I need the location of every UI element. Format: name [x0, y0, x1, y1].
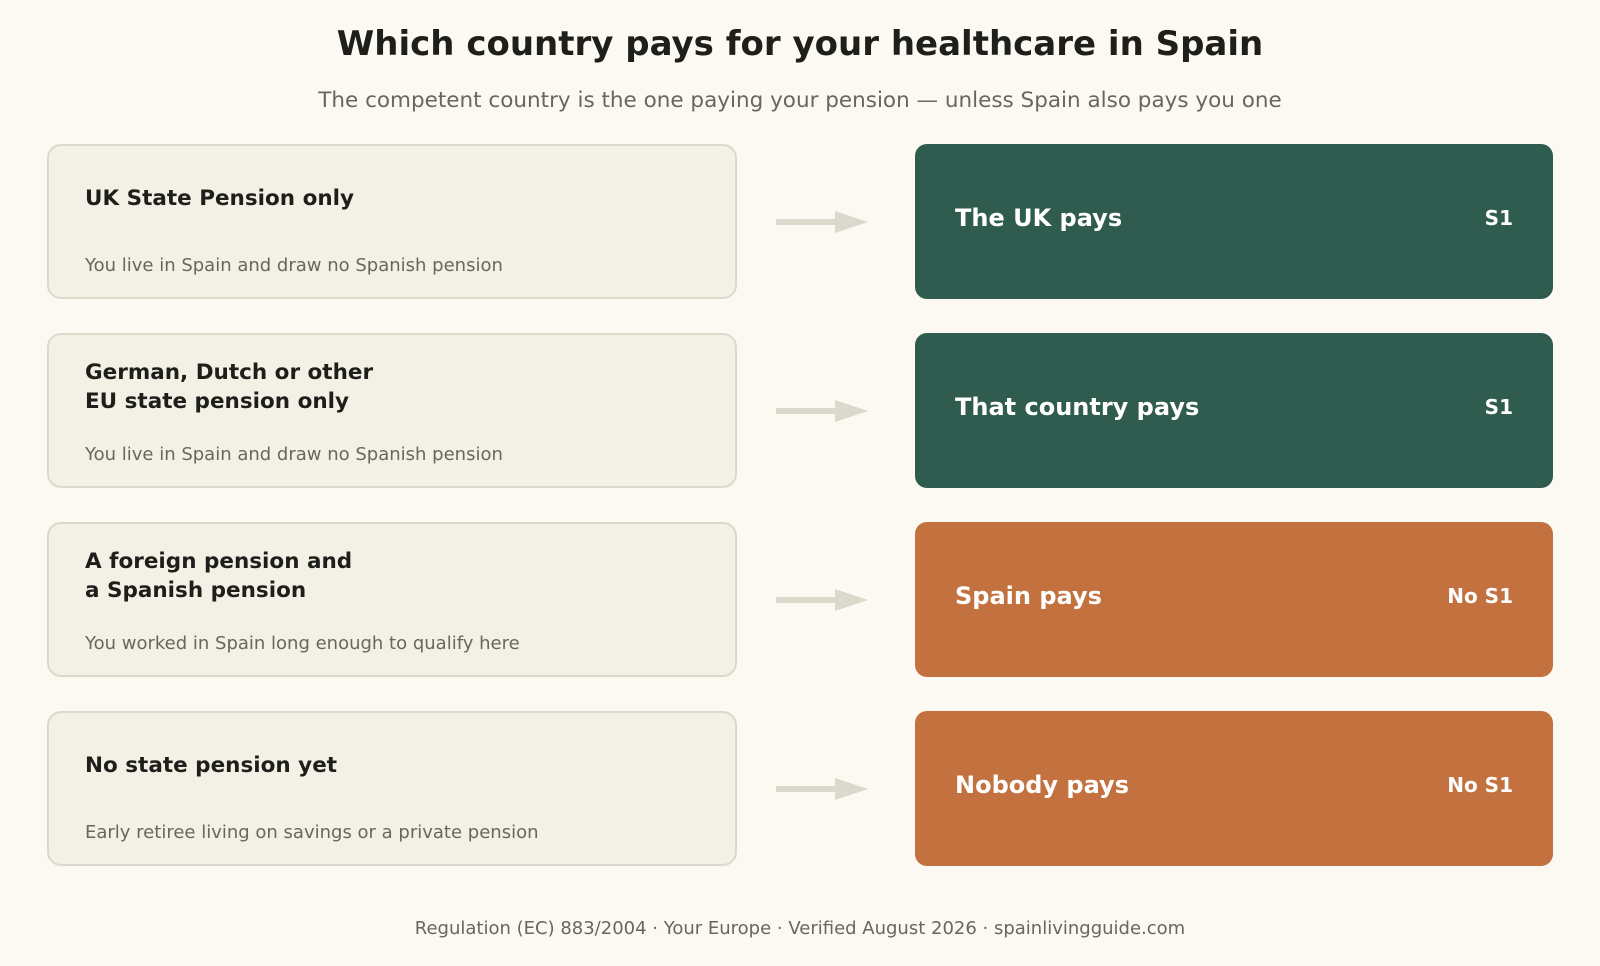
- flow-row-spanish-pension: A foreign pension and a Spanish pension …: [0, 522, 1600, 677]
- result-badge: S1: [1484, 206, 1513, 230]
- right-arrow-icon: [776, 589, 868, 611]
- flow-row-eu-pension: German, Dutch or other EU state pension …: [0, 333, 1600, 488]
- condition-card: UK State Pension only You live in Spain …: [47, 144, 737, 299]
- condition-description: You live in Spain and draw no Spanish pe…: [85, 255, 503, 276]
- right-arrow-icon: [776, 211, 868, 233]
- condition-title: A foreign pension and a Spanish pension: [85, 549, 353, 603]
- condition-description: You worked in Spain long enough to quali…: [85, 633, 520, 654]
- condition-card: No state pension yet Early retiree livin…: [47, 711, 737, 866]
- condition-title: German, Dutch or other EU state pension …: [85, 360, 374, 414]
- condition-title: No state pension yet: [85, 753, 338, 778]
- result-card: Spain pays No S1: [915, 522, 1553, 677]
- result-label: Spain pays: [955, 582, 1102, 610]
- source-footer: Regulation (EC) 883/2004 · Your Europe ·…: [414, 918, 1186, 939]
- condition-title: UK State Pension only: [85, 186, 355, 211]
- right-arrow-icon: [776, 400, 868, 422]
- flow-row-no-pension: No state pension yet Early retiree livin…: [0, 711, 1600, 866]
- result-badge: No S1: [1447, 773, 1513, 797]
- result-label: Nobody pays: [955, 771, 1129, 799]
- page-title: Which country pays for your healthcare i…: [336, 24, 1264, 64]
- right-arrow-icon: [776, 778, 868, 800]
- result-badge: S1: [1484, 395, 1513, 419]
- condition-card: German, Dutch or other EU state pension …: [47, 333, 737, 488]
- result-card: Nobody pays No S1: [915, 711, 1553, 866]
- page-subtitle: The competent country is the one paying …: [318, 88, 1282, 113]
- flow-row-uk-pension: UK State Pension only You live in Spain …: [0, 144, 1600, 299]
- condition-description: Early retiree living on savings or a pri…: [85, 822, 539, 843]
- condition-card: A foreign pension and a Spanish pension …: [47, 522, 737, 677]
- result-card: The UK pays S1: [915, 144, 1553, 299]
- result-label: The UK pays: [955, 204, 1123, 232]
- condition-description: You live in Spain and draw no Spanish pe…: [85, 444, 503, 465]
- result-badge: No S1: [1447, 584, 1513, 608]
- result-card: That country pays S1: [915, 333, 1553, 488]
- result-label: That country pays: [955, 393, 1200, 421]
